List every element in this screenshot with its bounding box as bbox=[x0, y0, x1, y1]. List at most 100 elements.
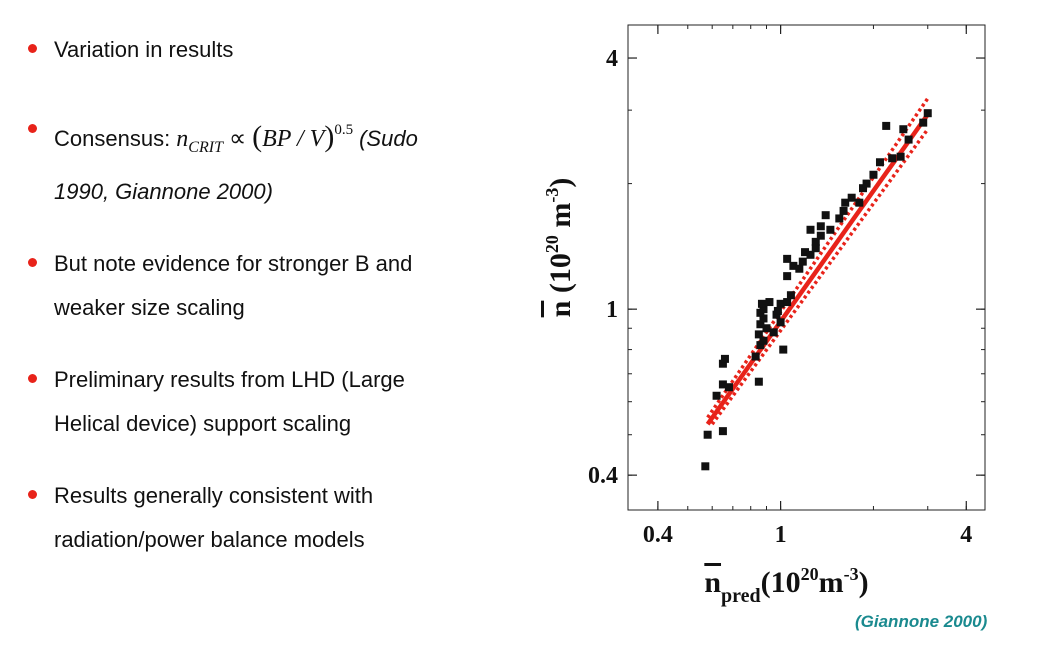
x-tick-label: 0.4 bbox=[643, 522, 673, 548]
x-label-units: ) bbox=[859, 566, 869, 599]
data-point bbox=[765, 298, 774, 307]
data-point bbox=[773, 306, 782, 315]
data-point bbox=[789, 261, 798, 270]
y-label-exponent: -3 bbox=[542, 188, 562, 203]
data-point bbox=[783, 298, 792, 307]
bullet-text: weaker size scaling bbox=[54, 295, 245, 320]
data-point bbox=[919, 118, 928, 127]
formula-inner: BP / V bbox=[262, 126, 325, 152]
data-point bbox=[875, 158, 884, 167]
y-label-units: (10 bbox=[544, 253, 577, 301]
fit-bound-line bbox=[706, 97, 930, 419]
data-point bbox=[754, 377, 763, 386]
bullet-dot bbox=[28, 374, 37, 383]
data-point bbox=[882, 121, 891, 130]
data-point bbox=[847, 193, 856, 202]
data-point bbox=[759, 314, 768, 323]
fit-line bbox=[705, 113, 930, 426]
bullet-citation: (Sudo bbox=[359, 126, 418, 151]
data-point bbox=[762, 324, 771, 333]
data-point bbox=[703, 430, 712, 439]
data-point bbox=[798, 257, 807, 266]
data-point bbox=[821, 211, 830, 220]
bullet-item: Results generally consistent with radiat… bbox=[28, 474, 528, 562]
bullet-item: Consensus: nCRIT ∝ (BP / V)0.5 (Sudo 199… bbox=[28, 108, 528, 214]
bullet-dot bbox=[28, 490, 37, 499]
data-point bbox=[759, 336, 768, 345]
x-label-exponent: -3 bbox=[844, 564, 859, 584]
bullet-dot bbox=[28, 44, 37, 53]
y-tick-label: 1 bbox=[606, 297, 618, 323]
data-point bbox=[776, 299, 785, 308]
formula-subscript: CRIT bbox=[188, 139, 223, 156]
data-point bbox=[712, 391, 721, 400]
fit-bound-line bbox=[710, 128, 930, 426]
plot-frame bbox=[627, 24, 986, 511]
formula-exponent: 0.5 bbox=[334, 122, 354, 138]
formula-symbol: n bbox=[176, 126, 189, 152]
x-label-subscript: pred bbox=[721, 585, 761, 607]
y-tick-label: 0.4 bbox=[588, 463, 618, 489]
x-label-symbol: n bbox=[704, 566, 721, 599]
x-tick-label: 1 bbox=[775, 522, 787, 548]
y-label-symbol: n bbox=[544, 300, 577, 317]
data-point bbox=[759, 305, 768, 314]
data-point bbox=[904, 135, 913, 144]
data-point bbox=[862, 179, 871, 188]
data-point bbox=[899, 125, 908, 134]
data-point bbox=[756, 341, 765, 350]
bullet-item: Preliminary results from LHD (Large Heli… bbox=[28, 358, 528, 446]
bullet-citation: 1990, Giannone 2000) bbox=[54, 179, 273, 204]
data-point bbox=[776, 318, 785, 327]
bullet-text: Consensus: bbox=[54, 126, 177, 151]
x-label-units: (10 bbox=[761, 566, 801, 599]
data-point bbox=[783, 254, 792, 263]
data-point bbox=[811, 237, 820, 246]
data-point bbox=[786, 291, 795, 300]
data-point bbox=[923, 109, 932, 118]
bullet-text: Helical device) support scaling bbox=[54, 411, 352, 436]
data-point bbox=[783, 272, 792, 281]
y-label-units: ) bbox=[544, 178, 577, 188]
data-point bbox=[756, 320, 765, 329]
formula-operator: ∝ bbox=[228, 126, 247, 152]
bullet-item: Variation in results bbox=[28, 28, 528, 72]
figure-credit: (Giannone 2000) bbox=[855, 612, 988, 631]
bullet-text: Preliminary results from LHD (Large bbox=[54, 367, 405, 392]
x-tick-label: 4 bbox=[960, 522, 972, 548]
data-point bbox=[779, 345, 788, 354]
data-point bbox=[754, 330, 763, 339]
data-point bbox=[801, 248, 810, 257]
x-axis-label: npred(1020m-3) bbox=[704, 564, 868, 607]
data-point bbox=[826, 225, 835, 234]
bullet-text: Variation in results bbox=[54, 37, 234, 62]
data-point bbox=[769, 328, 778, 337]
data-point bbox=[869, 170, 878, 179]
data-point bbox=[757, 299, 766, 308]
bullet-dot bbox=[28, 258, 37, 267]
y-axis-label: n (1020 m-3) bbox=[542, 178, 577, 318]
data-point bbox=[888, 154, 897, 163]
data-point bbox=[720, 354, 729, 363]
data-point bbox=[816, 231, 825, 240]
data-point bbox=[839, 206, 848, 215]
data-point bbox=[841, 198, 850, 207]
data-point bbox=[859, 184, 868, 193]
bullet-item: But note evidence for stronger B and wea… bbox=[28, 242, 528, 330]
y-label-units: m bbox=[544, 203, 577, 236]
data-point bbox=[896, 152, 905, 161]
data-point bbox=[811, 244, 820, 253]
y-label-exponent: 20 bbox=[542, 235, 562, 253]
data-point bbox=[806, 225, 815, 234]
data-point bbox=[816, 222, 825, 231]
bullet-list: Variation in results Consensus: nCRIT ∝ … bbox=[28, 28, 528, 562]
data-point bbox=[855, 198, 864, 207]
data-point bbox=[724, 383, 733, 392]
bullet-dot bbox=[28, 124, 37, 133]
x-label-exponent: 20 bbox=[801, 564, 819, 584]
data-point bbox=[701, 462, 710, 471]
bullet-text: Results generally consistent with bbox=[54, 483, 374, 508]
data-point bbox=[751, 352, 760, 361]
data-point bbox=[795, 264, 804, 273]
